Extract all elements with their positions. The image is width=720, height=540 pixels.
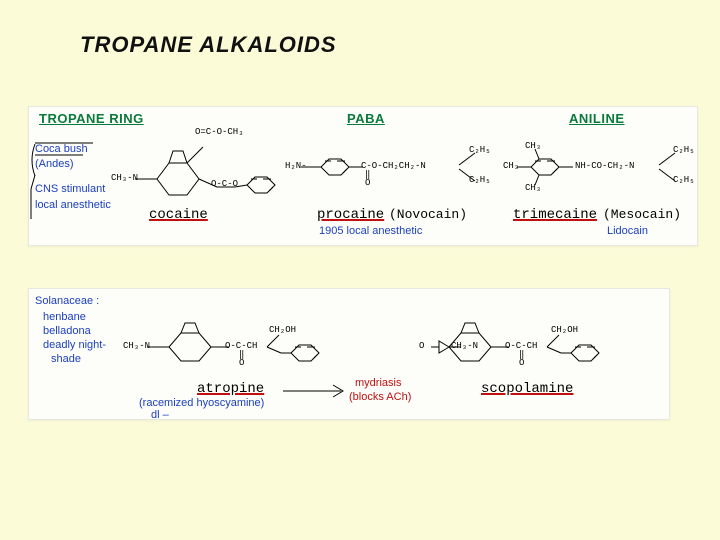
name-cocaine: cocaine [149, 207, 208, 223]
lbl-o-epoxide: O [419, 341, 424, 351]
lbl-ch2oh-1: CH₂OH [269, 325, 296, 335]
note-procaine: 1905 local anesthetic [319, 225, 422, 239]
note-shade: shade [51, 353, 81, 367]
lbl-c2h5-1b: C₂H₅ [469, 175, 491, 185]
lbl-dblO-1: ‖ O [365, 171, 370, 187]
header-tropane: TROPANE RING [39, 111, 144, 126]
struct-scopolamine [405, 303, 625, 375]
struct-cocaine [127, 127, 277, 205]
note-mydriasis: mydriasis [355, 377, 401, 391]
arrow-red [281, 381, 351, 401]
note-local1: local anesthetic [35, 199, 111, 213]
lbl-ch3n-2: CH₃-N [123, 341, 150, 351]
header-aniline: ANILINE [569, 111, 625, 126]
note-deadly: deadly night- [43, 339, 106, 353]
lbl-nh-chain: NH-CO-CH₂-N [575, 161, 634, 171]
note-dl: dl – [151, 409, 169, 423]
lbl-h2n: H₂N- [285, 161, 307, 171]
lbl-ch3-left: CH₃ [503, 161, 519, 171]
lbl-ch3-top: CH₃ [525, 141, 541, 151]
arrow-link [29, 175, 41, 231]
lbl-oco-1: O-C-O [211, 179, 238, 189]
lbl-ch2oh-2: CH₂OH [551, 325, 578, 335]
name-atropine: atropine [197, 381, 264, 397]
lbl-c2h5-1a: C₂H₅ [469, 145, 491, 155]
paren-procaine: (Novocain) [389, 207, 467, 222]
name-procaine: procaine [317, 207, 384, 223]
lbl-oco-ch3: O=C-O-CH₃ [195, 127, 244, 137]
note-cns: CNS stimulant [35, 183, 105, 197]
panel-top: TROPANE RING PABA ANILINE Coca bush (And… [28, 106, 698, 246]
brace-annotation [31, 142, 99, 178]
lbl-c2h5-2a: C₂H₅ [673, 145, 695, 155]
lbl-co-chain: C-O-CH₂CH₂-N [361, 161, 426, 171]
name-trimecaine: trimecaine [513, 207, 597, 223]
name-scopolamine: scopolamine [481, 381, 573, 397]
header-paba: PABA [347, 111, 385, 126]
lbl-dblO-2: ‖ O [239, 351, 244, 367]
lbl-ch3n-1: CH₃-N [111, 173, 138, 183]
lbl-ch3n-3: CH₃-N [451, 341, 478, 351]
note-blocks-ach: (blocks ACh) [349, 391, 411, 405]
note-henbane: henbane [43, 311, 86, 325]
lbl-c2h5-2b: C₂H₅ [673, 175, 695, 185]
lbl-dblO-3: ‖ O [519, 351, 524, 367]
note-trimecaine: Lidocain [607, 225, 648, 239]
note-solanaceae: Solanaceae : [35, 295, 99, 309]
paren-trimecaine: (Mesocain) [603, 207, 681, 222]
lbl-ch3-bot: CH₃ [525, 183, 541, 193]
note-belladona: belladona [43, 325, 91, 339]
panel-bottom: Solanaceae : henbane belladona deadly ni… [28, 288, 670, 420]
page-title: TROPANE ALKALOIDS [80, 32, 337, 58]
